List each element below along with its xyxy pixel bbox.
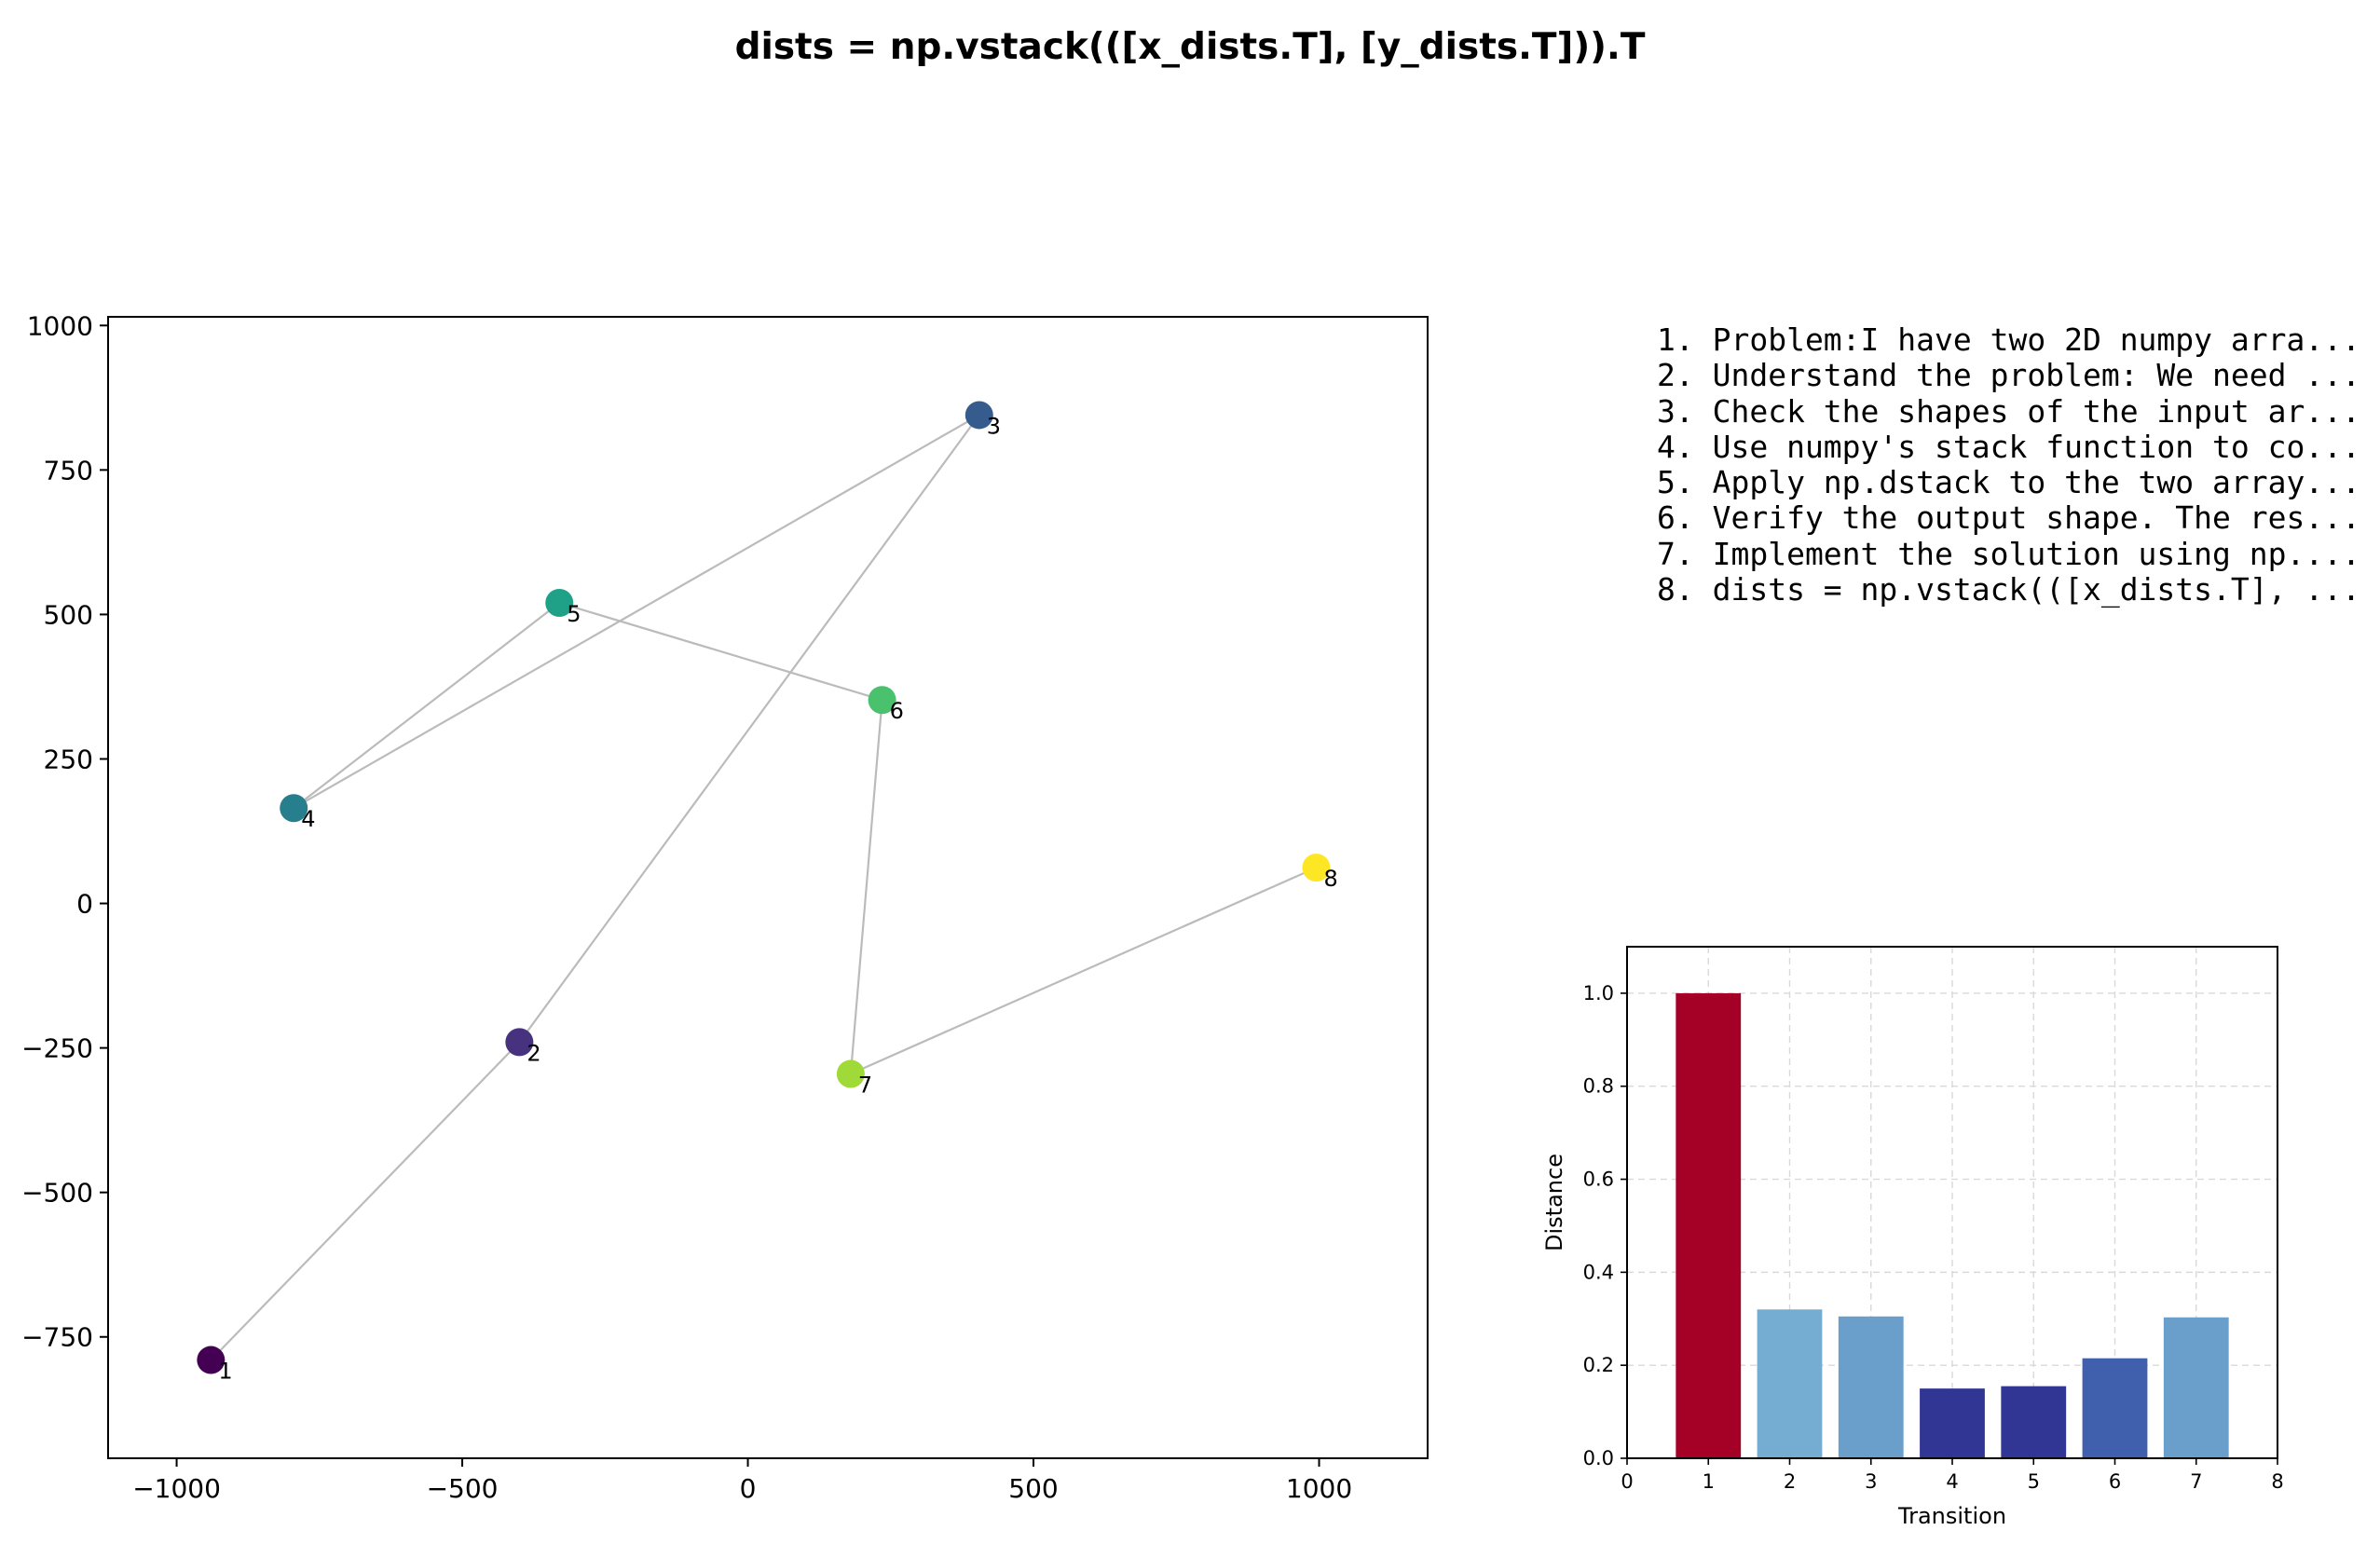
bar-x-tick-label: 7 (2190, 1470, 2202, 1493)
x-tick-label: −1000 (132, 1473, 221, 1504)
scatter-point-2 (505, 1028, 534, 1057)
bar-y-tick-label: 0.0 (1583, 1447, 1614, 1469)
point-label-7: 7 (858, 1073, 872, 1099)
bar-y-tick-label: 0.6 (1583, 1168, 1614, 1191)
bar-4 (1920, 1388, 1985, 1458)
point-label-3: 3 (987, 413, 1001, 439)
steps-list: 1. Problem:I have two 2D numpy arra... 2.… (1657, 321, 2360, 608)
point-label-8: 8 (1323, 866, 1337, 892)
bar-1 (1676, 992, 1742, 1458)
figure-title: dists = np.vstack(([x_dists.T], [y_dists… (734, 26, 1646, 68)
y-tick-label: 750 (44, 455, 93, 485)
step-item: 2. Understand the problem: We need ... (1657, 357, 2360, 394)
y-tick-label: 500 (44, 599, 93, 630)
x-tick-label: 0 (740, 1473, 757, 1504)
x-tick-label: −500 (427, 1473, 499, 1504)
y-tick-label: −750 (21, 1322, 93, 1353)
bar-y-tick-label: 0.2 (1583, 1354, 1614, 1376)
y-tick-label: 0 (76, 889, 93, 920)
point-label-4: 4 (301, 806, 315, 832)
bar-x-tick-label: 1 (1703, 1470, 1715, 1493)
scatter-point-6 (868, 686, 896, 715)
scatter-point-7 (836, 1059, 865, 1088)
step-item: 5. Apply np.dstack to the two array... (1657, 464, 2360, 501)
bar-y-tick-label: 0.8 (1583, 1075, 1614, 1098)
y-tick-label: −500 (21, 1178, 93, 1209)
scatter-frame (107, 316, 1429, 1459)
bar-x-axis-label: Transition (1897, 1503, 2006, 1529)
bar-x-tick-label: 0 (1621, 1470, 1633, 1493)
scatter-chart: 1 2 3 4 5 6 7 8 −1000 −500 0 500 1000 −750 −500 −250 0 25… (21, 310, 1429, 1504)
bar-chart: 0 1 2 3 4 5 6 7 8 0.0 0.2 0.4 0.6 0.8 1.0 Transition Dis… (1541, 946, 2284, 1529)
bar-x-tick-label: 2 (1784, 1470, 1796, 1493)
bar-x-tick-label: 8 (2271, 1470, 2283, 1493)
point-label-1: 1 (218, 1359, 232, 1385)
scatter-point-3 (964, 401, 993, 430)
bar-x-tick-label: 6 (2109, 1470, 2121, 1493)
bar-3 (1838, 1316, 1904, 1458)
step-item: 8. dists = np.vstack(([x_dists.T], ... (1657, 571, 2360, 608)
x-tick-label: 500 (1008, 1473, 1058, 1504)
bar-y-tick-label: 1.0 (1583, 982, 1614, 1004)
step-item: 6. Verify the output shape. The res... (1657, 499, 2360, 537)
step-item: 7. Implement the solution using np.... (1657, 535, 2360, 572)
point-label-6: 6 (890, 698, 904, 724)
step-item: 4. Use numpy's stack function to co... (1657, 428, 2360, 465)
y-tick-label: −250 (21, 1033, 93, 1064)
bar-7 (2163, 1317, 2229, 1458)
point-label-5: 5 (567, 601, 581, 627)
scatter-point-8 (1302, 854, 1331, 882)
step-item: 3. Check the shapes of the input ar... (1657, 392, 2360, 430)
bar-y-axis-label: Distance (1541, 1154, 1567, 1251)
scatter-point-5 (545, 589, 574, 618)
bar-x-tick-label: 4 (1946, 1470, 1958, 1493)
y-tick-label: 1000 (27, 310, 93, 341)
scatter-point-1 (197, 1346, 226, 1374)
bar-5 (2001, 1386, 2067, 1458)
bar-x-tick-label: 5 (2028, 1470, 2040, 1493)
scatter-point-4 (280, 794, 308, 823)
bar-2 (1757, 1309, 1823, 1458)
connecting-path (210, 414, 1317, 1361)
step-item: 1. Problem:I have two 2D numpy arra... (1657, 321, 2360, 358)
bar-6 (2082, 1358, 2148, 1458)
bar-x-tick-label: 3 (1865, 1470, 1877, 1493)
y-tick-label: 250 (44, 744, 93, 774)
bar-y-tick-label: 0.4 (1583, 1261, 1614, 1283)
x-tick-label: 1000 (1286, 1473, 1352, 1504)
point-label-2: 2 (527, 1040, 540, 1066)
